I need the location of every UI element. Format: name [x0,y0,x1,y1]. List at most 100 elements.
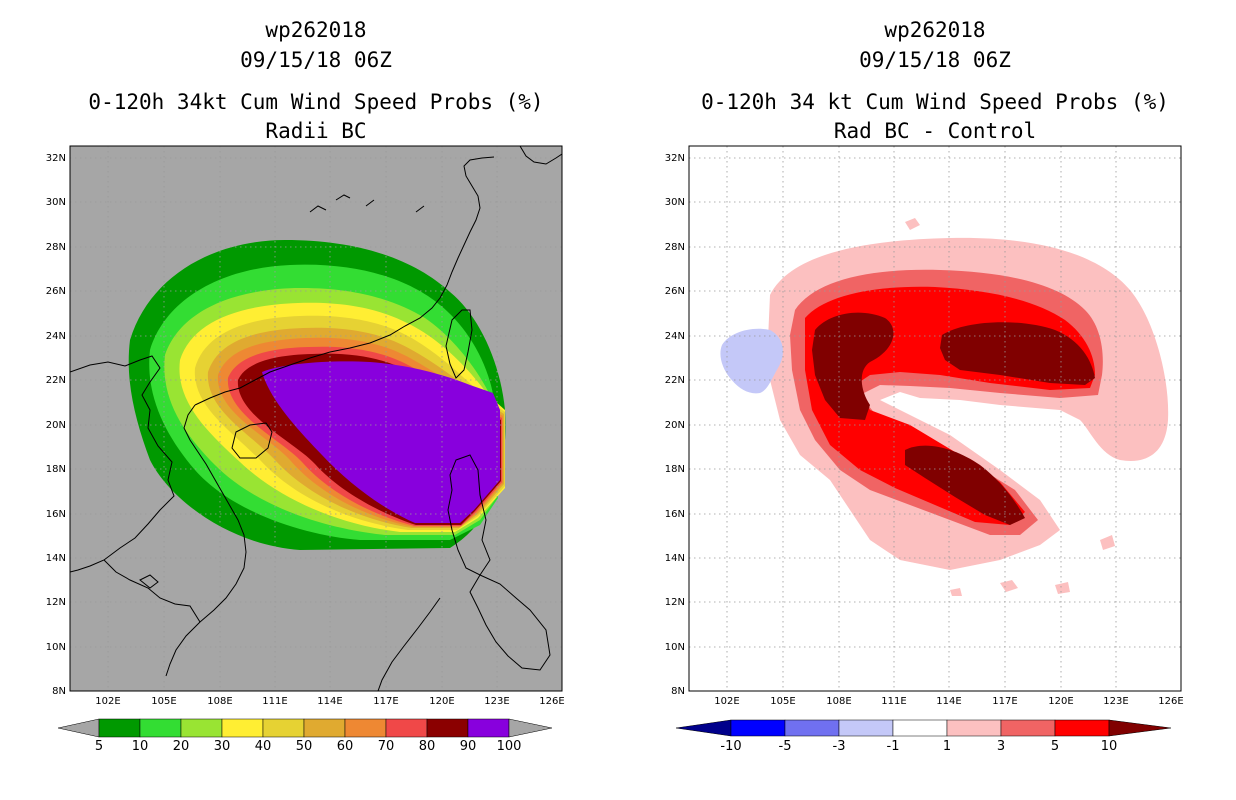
lat-label: 28N [665,242,685,253]
islands-ryukyu [309,194,425,213]
colorbar-label: -1 [887,739,900,754]
lat-label: 20N [665,420,685,431]
colorbar-label: -10 [720,739,741,754]
left-colorbar: 5 10 20 30 40 50 60 70 80 90 100 [57,718,553,754]
left-gridlines [70,146,562,691]
lon-label: 123E [484,696,509,707]
right-gridlines [689,146,1181,691]
lon-label: 120E [429,696,454,707]
lat-label: 30N [665,197,685,208]
colorbar-over-arrow [508,718,553,738]
right-difference-field [720,218,1169,596]
right-title-datetime: 09/15/18 06Z [859,48,1011,72]
colorbar-swatch [180,718,223,738]
palawan-island [377,597,441,691]
lat-label: 22N [665,375,685,386]
lon-label: 126E [1158,696,1183,707]
colorbar-over-arrow [1108,719,1172,737]
lon-label: 111E [262,696,287,707]
colorbar-label: 60 [337,739,354,754]
swath-90 [262,361,500,523]
right-colorbar: -10 -5 -3 -1 1 3 5 10 [675,719,1172,754]
colorbar-swatch [262,718,305,738]
lat-label: 8N [52,686,66,697]
left-map-panel [69,145,563,692]
left-probability-swath [128,240,506,550]
lon-label: 105E [151,696,176,707]
colorbar-label: 3 [997,739,1005,754]
lat-label: 14N [665,553,685,564]
colorbar-label: 1 [943,739,951,754]
lat-label: 24N [46,331,66,342]
colorbar-swatch [1054,719,1110,737]
right-title-product: 0-120h 34 kt Cum Wind Speed Probs (%) [701,90,1169,114]
lat-label: 20N [46,420,66,431]
lon-label: 108E [207,696,232,707]
diff-neg-3to1 [720,328,783,394]
lon-label: 123E [1103,696,1128,707]
colorbar-swatch [303,718,346,738]
colorbar-label: 80 [419,739,436,754]
taiwan-island [445,309,473,379]
lat-label: 32N [46,153,66,164]
colorbar-swatch [344,718,387,738]
philippines-south [469,574,551,671]
korea-fragment [519,146,562,165]
colorbar-swatch [946,719,1002,737]
lon-label: 102E [95,696,120,707]
right-title-storm-id: wp262018 [884,18,986,42]
lon-label: 114E [317,696,342,707]
colorbar-under-arrow [675,719,732,737]
china-coast [194,156,495,406]
lon-label: 102E [714,696,739,707]
lon-label: 105E [770,696,795,707]
right-title-subtitle: Rad BC - Control [833,119,1037,143]
lat-label: 26N [46,286,66,297]
colorbar-swatch [892,719,948,737]
colorbar-label: 5 [1051,739,1059,754]
diff-gt10-south [905,445,1025,525]
left-coastlines [70,146,562,691]
colorbar-swatch [1000,719,1056,737]
lon-label: 117E [992,696,1017,707]
left-longitude-labels: 102E 105E 108E 111E 114E 117E 120E 123E 126E [95,696,564,707]
lat-label: 12N [665,597,685,608]
left-title-datetime: 09/15/18 06Z [240,48,392,72]
vietnam-coast [165,404,247,677]
colorbar-label: 10 [1101,739,1118,754]
colorbar-label: 50 [296,739,313,754]
lat-label: 32N [665,153,685,164]
colorbar-swatch [221,718,264,738]
right-latitude-labels: 32N 30N 28N 26N 24N 22N 20N 18N 16N 14N 12N 10N 8N [665,153,685,697]
colorbar-label: -3 [833,739,846,754]
lon-label: 126E [539,696,564,707]
lat-label: 22N [46,375,66,386]
lat-label: 28N [46,242,66,253]
diff-gt10-east [940,322,1095,385]
colorbar-label: 70 [378,739,395,754]
colorbar-label: 30 [214,739,231,754]
colorbar-label: -5 [779,739,792,754]
left-latitude-labels: 32N 30N 28N 26N 24N 22N 20N 18N 16N 14N 12N 10N 8N [46,153,66,697]
colorbar-label: 40 [255,739,272,754]
hainan-island [231,422,273,459]
colorbar-label: 5 [95,739,103,754]
lon-label: 114E [936,696,961,707]
lat-label: 10N [665,642,685,653]
diff-gt10-west [812,312,894,420]
right-longitude-labels: 102E 105E 108E 111E 114E 117E 120E 123E 126E [714,696,1183,707]
colorbar-label: 90 [460,739,477,754]
lat-label: 14N [46,553,66,564]
lat-label: 24N [665,331,685,342]
left-title-product: 0-120h 34kt Cum Wind Speed Probs (%) [88,90,544,114]
lon-label: 108E [826,696,851,707]
lat-label: 12N [46,597,66,608]
colorbar-label: 20 [173,739,190,754]
colorbar-label: 10 [132,739,149,754]
colorbar-swatch [730,719,786,737]
lat-label: 10N [46,642,66,653]
colorbar-under-arrow [57,718,100,738]
colorbar-swatch [385,718,428,738]
left-title-storm-id: wp262018 [265,18,367,42]
